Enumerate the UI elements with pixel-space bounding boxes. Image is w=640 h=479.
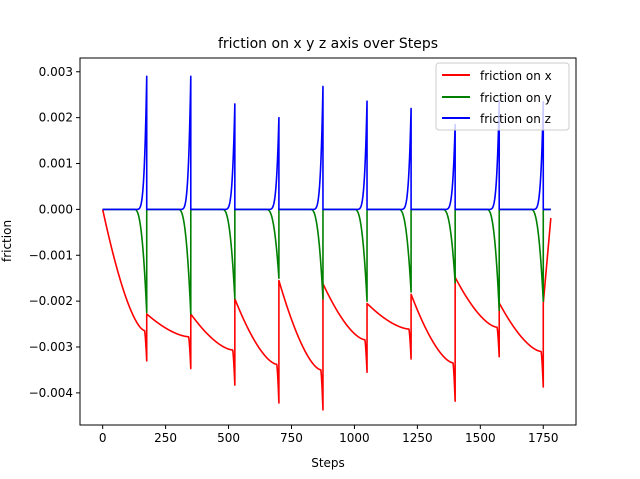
legend: friction on x friction on y friction on …	[435, 62, 570, 131]
y-tick-label: 0.001	[39, 157, 73, 171]
x-tick-label: 500	[217, 431, 240, 445]
y-tick-label: −0.003	[29, 340, 73, 354]
y-axis-ticks: −0.004 −0.003 −0.002 −0.001 0.000 0.001 0.002 0…	[29, 65, 80, 400]
y-tick-label: 0.000	[39, 202, 73, 216]
x-tick-label: 1750	[528, 431, 559, 445]
x-axis-ticks: 0 250 500 750 1000 1250 1500 1750	[99, 425, 559, 445]
y-tick-label: 0.002	[39, 111, 73, 125]
series-layer	[101, 75, 552, 411]
y-tick-label: 0.003	[39, 65, 73, 79]
x-tick-label: 750	[280, 431, 303, 445]
legend-label-friction-z: friction on z	[480, 112, 551, 126]
y-tick-label: −0.002	[29, 294, 73, 308]
axes-frame	[79, 57, 577, 426]
chart-title: friction on x y z axis over Steps	[218, 36, 438, 52]
series-line-friction-x	[101, 209, 552, 411]
x-tick-label: 1250	[402, 431, 433, 445]
x-tick-label: 0	[99, 431, 107, 445]
y-tick-label: −0.004	[29, 386, 73, 400]
y-tick-label: −0.001	[29, 248, 73, 262]
y-axis-label: friction	[0, 220, 14, 262]
x-tick-label: 1000	[339, 431, 370, 445]
legend-box	[435, 62, 570, 131]
x-tick-label: 250	[154, 431, 177, 445]
legend-label-friction-y: friction on y	[480, 91, 552, 105]
x-tick-label: 1500	[465, 431, 496, 445]
series-line-friction-z	[102, 75, 552, 211]
x-axis-label: Steps	[311, 456, 345, 470]
legend-label-friction-x: friction on x	[480, 69, 552, 83]
